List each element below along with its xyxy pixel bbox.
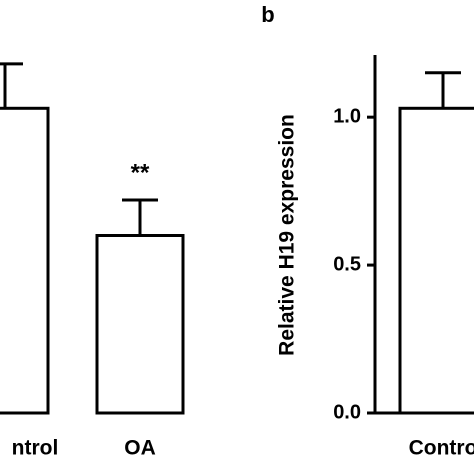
bar [0, 106, 50, 415]
y-tick-label: 0.0 [333, 401, 361, 423]
bar [95, 234, 185, 415]
x-tick-label: Contro [409, 437, 474, 460]
y-axis-label: Relative H19 expression [276, 114, 299, 356]
significance-label: ** [131, 159, 150, 186]
bar [398, 106, 474, 415]
y-tick-label: 1.0 [333, 105, 361, 127]
panel-label: b [261, 2, 274, 27]
x-tick-label: OA [124, 437, 156, 460]
y-tick-label: 0.5 [333, 253, 361, 275]
x-tick-label: ntrol [12, 437, 59, 460]
